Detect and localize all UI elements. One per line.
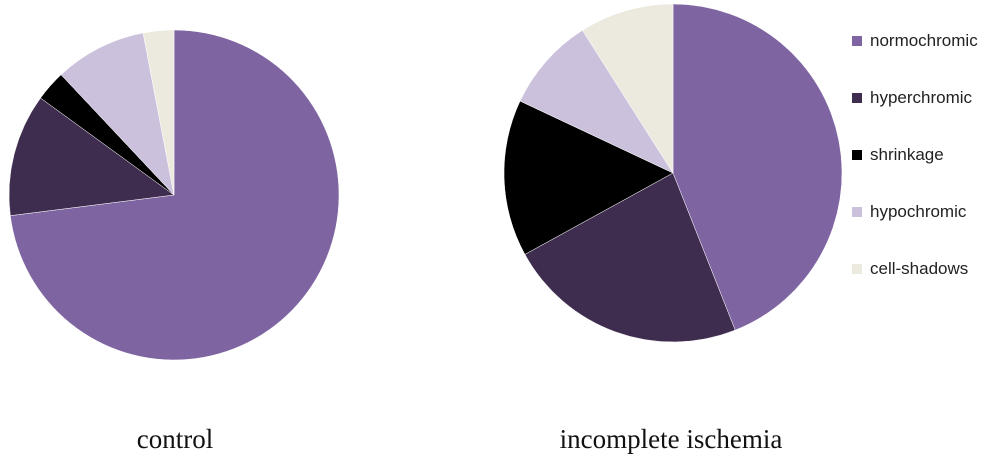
pie-chart-control: [8, 29, 340, 361]
legend-label: normochromic: [870, 31, 978, 50]
legend-swatch-normochromic: [852, 36, 862, 46]
chart-title-control: control: [136, 424, 214, 454]
pie-slice-shrinkage: [503, 100, 674, 255]
legend-label: cell-shadows: [870, 259, 969, 278]
legend-label: hypochromic: [870, 202, 967, 221]
legend-swatch-cell-shadows: [852, 264, 862, 274]
pie-chart-incomplete-ischemia: [503, 3, 843, 343]
pie-slice-hyperchromic: [524, 172, 736, 343]
pie-slice-normochromic: [10, 29, 340, 361]
pie-slice-hypochromic: [60, 32, 175, 196]
legend-item-hyperchromic: hyperchromic: [852, 87, 972, 109]
pie-slice-normochromic: [672, 3, 843, 331]
legend-item-shrinkage: shrinkage: [852, 144, 944, 166]
pie-slice-cell-shadows: [142, 29, 175, 196]
legend-label: shrinkage: [870, 145, 944, 164]
legend-item-cell-shadows: cell-shadows: [852, 258, 968, 280]
pie-slice-hypochromic: [519, 29, 674, 174]
legend-swatch-hypochromic: [852, 207, 862, 217]
legend-label: hyperchromic: [870, 88, 973, 107]
legend-swatch-hyperchromic: [852, 93, 862, 103]
pie-slice-cell-shadows: [582, 3, 674, 174]
legend-item-hypochromic: hypochromic: [852, 201, 966, 223]
legend-swatch-shrinkage: [852, 150, 862, 160]
chart-title-incomplete-ischemia: incomplete ischemia: [559, 424, 783, 454]
legend-item-normochromic: normochromic: [852, 30, 978, 52]
pie-slice-hyperchromic: [8, 97, 175, 216]
